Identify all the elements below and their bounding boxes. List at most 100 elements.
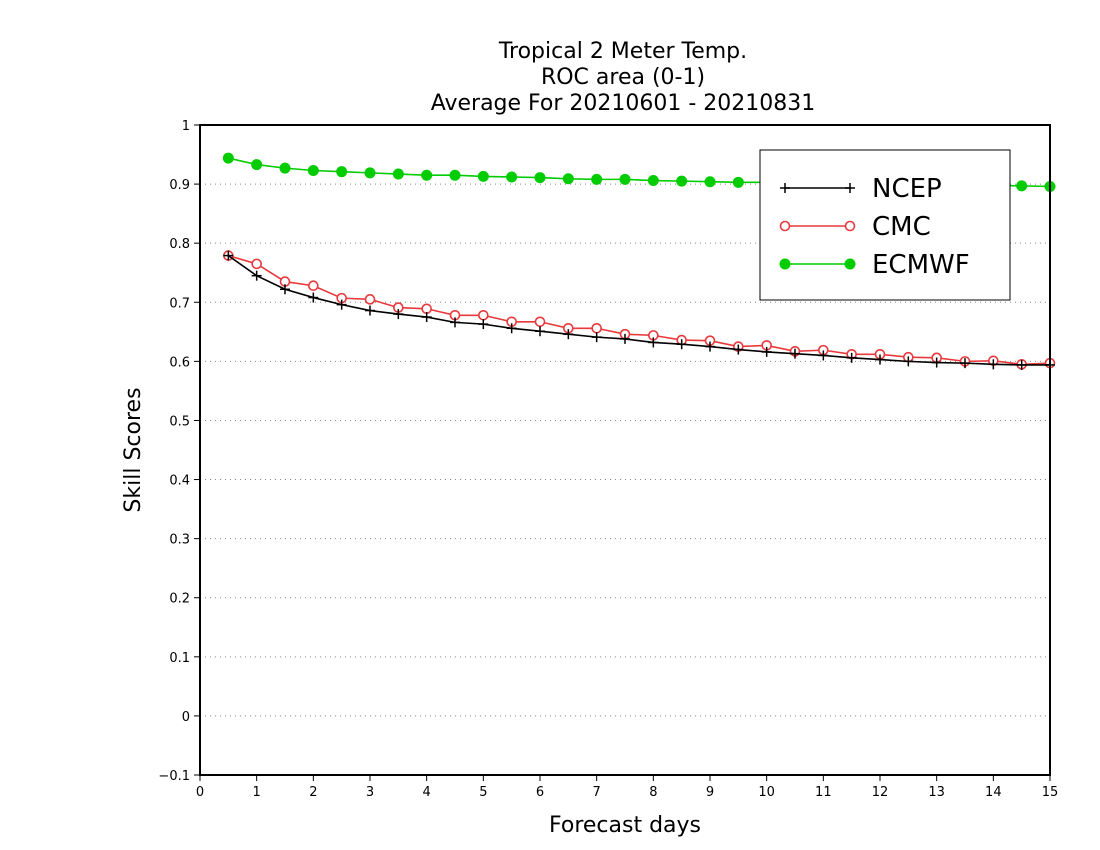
legend-marker-ncep (845, 183, 855, 193)
data-point-ncep (591, 332, 602, 343)
x-tick-label: 4 (423, 785, 431, 800)
legend-marker-cmc (844, 220, 856, 232)
x-tick-label: 9 (706, 785, 714, 800)
data-point-ecmwf (562, 173, 574, 185)
data-point-ncep (251, 270, 262, 281)
data-point-cmc (421, 303, 432, 315)
data-point-ncep (620, 333, 630, 344)
data-point-ncep (818, 350, 829, 361)
x-tick-label: 7 (593, 785, 601, 800)
x-tick-label: 10 (758, 785, 775, 800)
data-point-ncep (761, 346, 772, 357)
data-point-cmc (478, 309, 489, 321)
data-point-ecmwf (421, 169, 433, 181)
data-point-ncep (676, 339, 687, 350)
legend-marker-ncep (780, 183, 790, 193)
data-point-ncep (535, 326, 545, 337)
chart-title-line-2: ROC area (0-1) (541, 65, 705, 90)
x-tick-label: 13 (928, 785, 945, 800)
data-point-ecmwf (392, 168, 404, 180)
chart-title-line-1: Tropical 2 Meter Temp. (498, 39, 747, 64)
y-axis-label: Skill Scores (121, 387, 146, 512)
y-tick-label: 0.2 (169, 592, 190, 607)
data-point-ecmwf (364, 167, 376, 179)
y-tick-label: 0.7 (169, 296, 190, 311)
y-tick-label: 0.3 (169, 533, 190, 548)
y-tick-label: 0.9 (169, 178, 190, 193)
data-point-ecmwf (449, 169, 461, 181)
data-point-cmc (364, 294, 376, 305)
data-point-ecmwf (279, 162, 291, 174)
data-point-ecmwf (1016, 180, 1028, 192)
legend-entry-ecmwf: ECMWF (779, 250, 970, 280)
x-tick-label: 3 (366, 785, 374, 800)
data-point-ncep (903, 356, 914, 367)
data-point-ecmwf (222, 152, 234, 164)
x-tick-label: 14 (985, 785, 1002, 800)
data-point-ncep (931, 357, 942, 368)
data-point-ecmwf (477, 170, 489, 182)
legend-marker-ecmwf (844, 258, 856, 270)
data-point-ncep (875, 354, 885, 365)
data-point-ecmwf (251, 159, 263, 171)
data-point-ecmwf (534, 172, 546, 184)
data-point-ecmwf (336, 166, 348, 178)
legend-entry-ncep: NCEP (780, 174, 942, 204)
legend-label-ncep: NCEP (872, 174, 942, 204)
data-point-ncep (846, 352, 857, 363)
data-point-cmc (591, 322, 602, 334)
legend-entry-cmc: CMC (779, 212, 931, 242)
x-tick-label: 12 (872, 785, 889, 800)
x-tick-label: 8 (649, 785, 657, 800)
y-tick-label: 1 (182, 119, 190, 134)
data-point-ncep (960, 358, 970, 369)
legend-marker-cmc (779, 220, 791, 232)
data-point-ecmwf (307, 165, 319, 176)
data-point-ncep (308, 292, 319, 303)
legend-marker-ecmwf (779, 258, 791, 270)
data-point-ecmwf (506, 171, 518, 183)
data-point-ncep (1016, 359, 1027, 370)
data-point-ncep (478, 319, 489, 330)
data-point-ecmwf (591, 173, 603, 185)
x-tick-label: 2 (309, 785, 317, 800)
data-point-ncep (280, 284, 290, 295)
x-axis-label: Forecast days (549, 813, 701, 838)
data-point-ncep (988, 359, 999, 370)
legend: NCEP CMC ECMWF (759, 149, 1011, 301)
data-point-ncep (393, 309, 404, 320)
y-tick-label: 0.6 (169, 355, 190, 370)
y-tick-label: 0.8 (169, 237, 190, 252)
data-point-ecmwf (732, 176, 744, 188)
legend-box (759, 149, 1011, 301)
data-point-ncep (790, 348, 800, 359)
x-tick-label: 6 (536, 785, 544, 800)
x-tick-label: 11 (815, 785, 832, 800)
data-point-ncep (506, 323, 517, 334)
x-tick-label: 15 (1042, 785, 1059, 800)
y-tick-label: 0.5 (169, 414, 190, 429)
data-point-ncep (421, 312, 432, 323)
plot-frame (199, 124, 1051, 776)
data-point-cmc (251, 258, 262, 270)
data-point-ncep (563, 329, 574, 340)
data-point-cmc (308, 280, 319, 292)
data-point-ecmwf (676, 175, 688, 187)
legend-label-ecmwf: ECMWF (872, 250, 970, 280)
data-point-ncep (450, 317, 460, 328)
y-tick-label: 0 (182, 710, 190, 725)
data-point-ncep (336, 299, 347, 310)
y-tick-label: 0.4 (169, 474, 190, 489)
x-tick-label: 5 (479, 785, 487, 800)
x-tick-label: 0 (196, 785, 204, 800)
legend-label-cmc: CMC (872, 212, 931, 242)
data-point-ncep (365, 305, 375, 316)
chart-title-line-3: Average For 20210601 - 20210831 (431, 91, 816, 116)
data-point-ncep (648, 337, 659, 348)
data-point-ecmwf (647, 175, 659, 187)
data-point-cmc (534, 316, 546, 328)
data-point-ecmwf (704, 176, 716, 188)
y-tick-label: 0.1 (169, 651, 190, 666)
y-tick-label: −0.1 (158, 769, 190, 784)
